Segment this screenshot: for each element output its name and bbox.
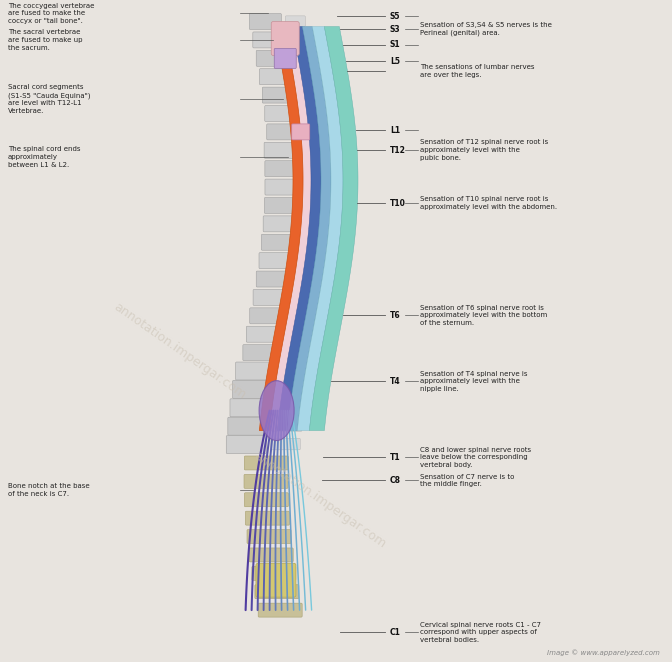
FancyBboxPatch shape bbox=[255, 585, 299, 598]
FancyBboxPatch shape bbox=[249, 548, 293, 562]
Text: Sensation of T6 spinal nerve root is
approximately level with the bottom
of the : Sensation of T6 spinal nerve root is app… bbox=[420, 305, 547, 326]
FancyBboxPatch shape bbox=[289, 34, 309, 44]
FancyBboxPatch shape bbox=[247, 530, 291, 544]
Ellipse shape bbox=[259, 381, 294, 440]
FancyBboxPatch shape bbox=[293, 292, 319, 302]
FancyBboxPatch shape bbox=[245, 511, 290, 525]
FancyBboxPatch shape bbox=[280, 365, 310, 376]
Text: The sacral vertebrae
are fused to make up
the sacrum.: The sacral vertebrae are fused to make u… bbox=[8, 29, 83, 50]
FancyBboxPatch shape bbox=[253, 32, 285, 48]
FancyBboxPatch shape bbox=[298, 89, 319, 100]
FancyBboxPatch shape bbox=[264, 142, 300, 158]
FancyBboxPatch shape bbox=[292, 53, 312, 63]
FancyBboxPatch shape bbox=[299, 255, 325, 265]
FancyBboxPatch shape bbox=[290, 310, 316, 320]
FancyBboxPatch shape bbox=[259, 253, 295, 269]
Text: Sensation of S3,S4 & S5 nerves is the
Perineal (genital) area.: Sensation of S3,S4 & S5 nerves is the Pe… bbox=[420, 23, 552, 36]
FancyBboxPatch shape bbox=[286, 16, 305, 26]
Text: T6: T6 bbox=[390, 310, 401, 320]
FancyBboxPatch shape bbox=[243, 345, 279, 361]
Text: Sacral cord segments
(S1-S5 "Cauda Equina")
are level with T12-L1
Vertebrae.: Sacral cord segments (S1-S5 "Cauda Equin… bbox=[8, 85, 91, 114]
FancyBboxPatch shape bbox=[244, 475, 288, 489]
Text: Image © www.apparelyzed.com: Image © www.apparelyzed.com bbox=[547, 649, 660, 656]
Text: Sensation of T4 spinal nerve is
approximately level with the
nipple line.: Sensation of T4 spinal nerve is approxim… bbox=[420, 371, 528, 392]
Text: L1: L1 bbox=[390, 126, 400, 135]
FancyBboxPatch shape bbox=[277, 383, 306, 395]
Text: The spinal cord ends
approximately
between L1 & L2.: The spinal cord ends approximately betwe… bbox=[8, 146, 81, 167]
Text: T12: T12 bbox=[390, 146, 406, 155]
Text: Bone notch at the base
of the neck is C7.: Bone notch at the base of the neck is C7… bbox=[8, 483, 89, 497]
Text: Sensation of T10 spinal nerve root is
approximately level with the abdomen.: Sensation of T10 spinal nerve root is ap… bbox=[420, 196, 557, 210]
FancyBboxPatch shape bbox=[274, 401, 304, 413]
FancyBboxPatch shape bbox=[236, 362, 276, 380]
FancyBboxPatch shape bbox=[301, 108, 321, 118]
FancyBboxPatch shape bbox=[272, 420, 302, 432]
Text: annotation.impergar.com: annotation.impergar.com bbox=[112, 300, 249, 401]
Text: The sensations of lumbar nerves
are over the legs.: The sensations of lumbar nerves are over… bbox=[420, 64, 534, 78]
Polygon shape bbox=[269, 26, 311, 430]
FancyBboxPatch shape bbox=[270, 438, 300, 450]
FancyBboxPatch shape bbox=[265, 161, 301, 177]
Text: The coccygeal vertebrae
are fused to make the
coccyx or "tail bone".: The coccygeal vertebrae are fused to mak… bbox=[8, 3, 94, 24]
FancyBboxPatch shape bbox=[265, 179, 301, 195]
FancyBboxPatch shape bbox=[296, 273, 322, 284]
FancyBboxPatch shape bbox=[264, 197, 300, 213]
FancyBboxPatch shape bbox=[245, 456, 288, 470]
Polygon shape bbox=[259, 26, 303, 430]
FancyBboxPatch shape bbox=[249, 13, 282, 30]
Text: C8 and lower spinal nerve roots
leave below the corresponding
vertebral body.: C8 and lower spinal nerve roots leave be… bbox=[420, 446, 531, 468]
FancyBboxPatch shape bbox=[245, 493, 288, 506]
FancyBboxPatch shape bbox=[265, 105, 297, 121]
FancyBboxPatch shape bbox=[283, 347, 309, 357]
FancyBboxPatch shape bbox=[305, 163, 331, 173]
Text: Sensation of T12 spinal nerve root is
approximately level with the
pubic bone.: Sensation of T12 spinal nerve root is ap… bbox=[420, 140, 548, 161]
FancyBboxPatch shape bbox=[233, 381, 273, 399]
Text: T10: T10 bbox=[390, 199, 406, 207]
FancyBboxPatch shape bbox=[259, 69, 292, 85]
FancyBboxPatch shape bbox=[256, 563, 296, 597]
FancyBboxPatch shape bbox=[267, 124, 299, 140]
Text: S1: S1 bbox=[390, 40, 401, 49]
FancyBboxPatch shape bbox=[296, 71, 315, 81]
Polygon shape bbox=[288, 26, 331, 430]
FancyBboxPatch shape bbox=[301, 236, 327, 247]
Text: T1: T1 bbox=[390, 453, 401, 462]
Text: C8: C8 bbox=[390, 476, 401, 485]
FancyBboxPatch shape bbox=[250, 308, 286, 324]
FancyBboxPatch shape bbox=[256, 50, 288, 66]
Text: S5: S5 bbox=[390, 12, 401, 21]
Text: T4: T4 bbox=[390, 377, 401, 386]
FancyBboxPatch shape bbox=[261, 234, 297, 250]
FancyBboxPatch shape bbox=[256, 271, 292, 287]
FancyBboxPatch shape bbox=[274, 48, 296, 68]
FancyBboxPatch shape bbox=[253, 289, 289, 305]
FancyBboxPatch shape bbox=[228, 417, 268, 435]
FancyBboxPatch shape bbox=[246, 326, 282, 342]
Polygon shape bbox=[309, 26, 358, 430]
Polygon shape bbox=[298, 26, 343, 430]
Text: annotation.impergar.com: annotation.impergar.com bbox=[251, 449, 388, 551]
Text: Sensation of C7 nerve is to
the middle finger.: Sensation of C7 nerve is to the middle f… bbox=[420, 473, 514, 487]
FancyBboxPatch shape bbox=[271, 22, 299, 56]
FancyBboxPatch shape bbox=[305, 181, 331, 192]
FancyBboxPatch shape bbox=[230, 399, 270, 417]
FancyBboxPatch shape bbox=[286, 328, 312, 339]
FancyBboxPatch shape bbox=[258, 603, 302, 617]
Text: L5: L5 bbox=[390, 56, 400, 66]
FancyBboxPatch shape bbox=[304, 200, 331, 211]
FancyBboxPatch shape bbox=[262, 87, 294, 103]
FancyBboxPatch shape bbox=[263, 216, 299, 232]
FancyBboxPatch shape bbox=[304, 144, 330, 155]
FancyBboxPatch shape bbox=[252, 567, 296, 581]
FancyBboxPatch shape bbox=[292, 124, 310, 140]
FancyBboxPatch shape bbox=[303, 218, 329, 228]
FancyBboxPatch shape bbox=[226, 436, 266, 453]
Polygon shape bbox=[278, 26, 321, 430]
FancyBboxPatch shape bbox=[302, 126, 323, 136]
Text: Cervical spinal nerve roots C1 - C7
correspond with upper aspects of
vertebral b: Cervical spinal nerve roots C1 - C7 corr… bbox=[420, 622, 541, 643]
Text: C1: C1 bbox=[390, 628, 401, 637]
Text: S3: S3 bbox=[390, 24, 401, 34]
